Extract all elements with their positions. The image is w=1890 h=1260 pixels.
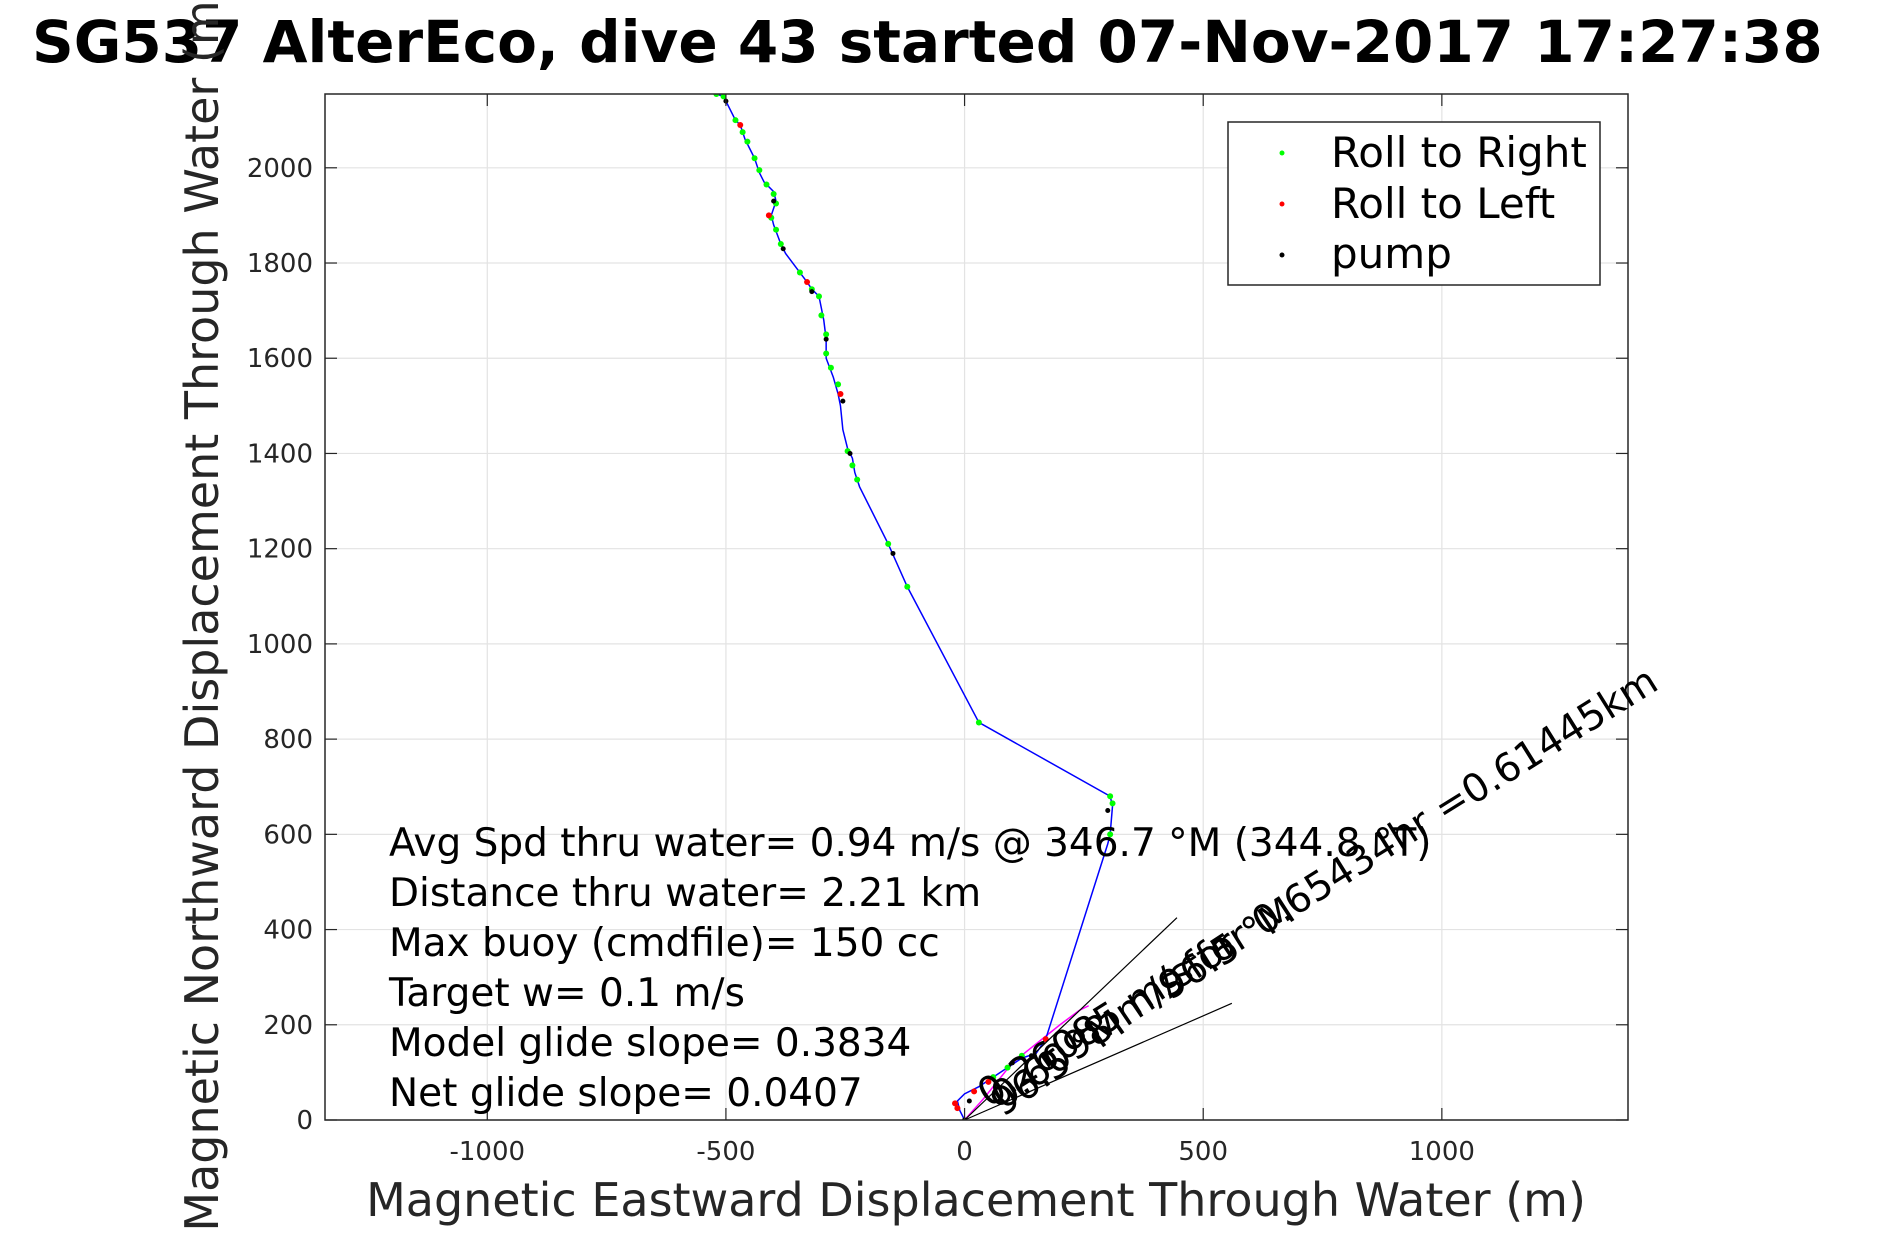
- roll-right-point: [763, 181, 770, 188]
- y-tick-label: 400: [263, 916, 313, 946]
- roll-right-point: [777, 240, 784, 247]
- roll-right-point: [756, 167, 763, 174]
- legend-label-roll-left: Roll to Left: [1331, 179, 1555, 228]
- x-axis-label: Magnetic Eastward Displacement Through W…: [366, 1173, 1586, 1227]
- roll-left-point: [737, 121, 744, 128]
- pump-point: [890, 550, 896, 556]
- pump-point: [840, 398, 846, 404]
- axis-ticks: -1000 -500 0 500 1000 0 200 400 600 800 1000 1200 14…: [247, 94, 1628, 1167]
- stats-line: Avg Spd thru water= 0.94 m/s @ 346.7 °M …: [389, 821, 1432, 866]
- pump-point: [1009, 1060, 1015, 1066]
- roll-right-point: [1018, 1052, 1025, 1059]
- plot-frame: [324, 93, 1629, 1121]
- roll-right-point: [739, 129, 746, 136]
- reference-lines: [964, 917, 1233, 1121]
- y-tick-label: 200: [263, 1011, 313, 1041]
- roll-right-point: [773, 226, 780, 233]
- roll-left-point: [952, 1100, 959, 1107]
- roll-right-point: [823, 331, 830, 338]
- y-tick-label: 1000: [247, 630, 313, 660]
- roll-right-point: [770, 190, 777, 197]
- y-tick-label: 2000: [247, 154, 313, 184]
- roll-right-point: [823, 350, 830, 357]
- pump-point: [1105, 808, 1111, 814]
- x-tick-label: 1000: [1409, 1137, 1475, 1167]
- legend: Roll to Right Roll to Left pump: [1227, 121, 1601, 286]
- stats-block: Avg Spd thru water= 0.94 m/s @ 346.7 °M …: [388, 821, 1432, 1116]
- legend-marker-pump: [1279, 252, 1285, 258]
- x-tick-label: -500: [696, 1137, 755, 1167]
- roll-left-point: [837, 390, 844, 397]
- roll-right-point: [827, 364, 834, 371]
- pump-point: [847, 450, 853, 456]
- roll-right-point: [885, 540, 892, 547]
- y-tick-label: 1200: [247, 535, 313, 565]
- pump-point: [780, 246, 786, 252]
- roll-left-point: [971, 1088, 978, 1095]
- stats-line: Distance thru water= 2.21 km: [389, 871, 981, 916]
- roll-right-point: [854, 476, 861, 483]
- roll-right-point: [732, 117, 739, 124]
- stats-line: Max buoy (cmdfile)= 150 cc: [389, 921, 940, 966]
- roll-left-point: [954, 1105, 961, 1112]
- roll-left-point: [765, 212, 772, 219]
- pump-point: [771, 198, 777, 204]
- roll-right-point: [1004, 1064, 1011, 1071]
- y-tick-label: 1800: [247, 249, 313, 279]
- roll-left-point: [985, 1078, 992, 1085]
- x-tick-label: 0: [956, 1137, 973, 1167]
- reference-line: [964, 917, 1178, 1121]
- stats-line: Model glide slope= 0.3834: [389, 1021, 911, 1066]
- stats-line: Target w= 0.1 m/s: [388, 971, 745, 1016]
- legend-marker-roll-left: [1279, 201, 1285, 207]
- legend-box: [1227, 121, 1601, 286]
- roll-right-point: [815, 293, 822, 300]
- pump-point: [823, 336, 829, 342]
- y-tick-label: 600: [263, 820, 313, 850]
- chart-title: SG537 AlterEco, dive 43 started 07-Nov-2…: [32, 8, 1823, 76]
- pump-point: [809, 289, 815, 295]
- roll-right-point: [1109, 800, 1116, 807]
- legend-label-roll-right: Roll to Right: [1331, 128, 1587, 177]
- roll-right-point: [818, 312, 825, 319]
- roll-right-point: [1107, 793, 1114, 800]
- pump-point: [966, 1098, 972, 1104]
- y-tick-label: 800: [263, 725, 313, 755]
- roll-right-point: [990, 1074, 997, 1081]
- y-tick-label: 1400: [247, 439, 313, 469]
- y-tick-label: 0: [296, 1106, 313, 1136]
- legend-marker-roll-right: [1279, 150, 1285, 156]
- roll-right-point: [744, 138, 751, 145]
- roll-right-point: [835, 381, 842, 388]
- roll-right-point: [1107, 831, 1114, 838]
- roll-right-point: [904, 583, 911, 590]
- roll-right-point: [796, 269, 803, 276]
- y-axis-label: Magnetic Northward Displacement Through …: [175, 0, 229, 1232]
- legend-label-pump: pump: [1331, 229, 1452, 278]
- roll-left-point: [804, 279, 811, 286]
- x-tick-label: 500: [1178, 1137, 1228, 1167]
- roll-right-point: [720, 94, 727, 100]
- y-tick-label: 1600: [247, 344, 313, 374]
- roll-right-point: [849, 462, 856, 469]
- roll-right-point: [751, 155, 758, 162]
- stats-line: Net glide slope= 0.0407: [389, 1071, 863, 1116]
- x-tick-label: -1000: [449, 1137, 525, 1167]
- reference-line: [964, 1002, 1233, 1121]
- roll-right-point: [975, 719, 982, 726]
